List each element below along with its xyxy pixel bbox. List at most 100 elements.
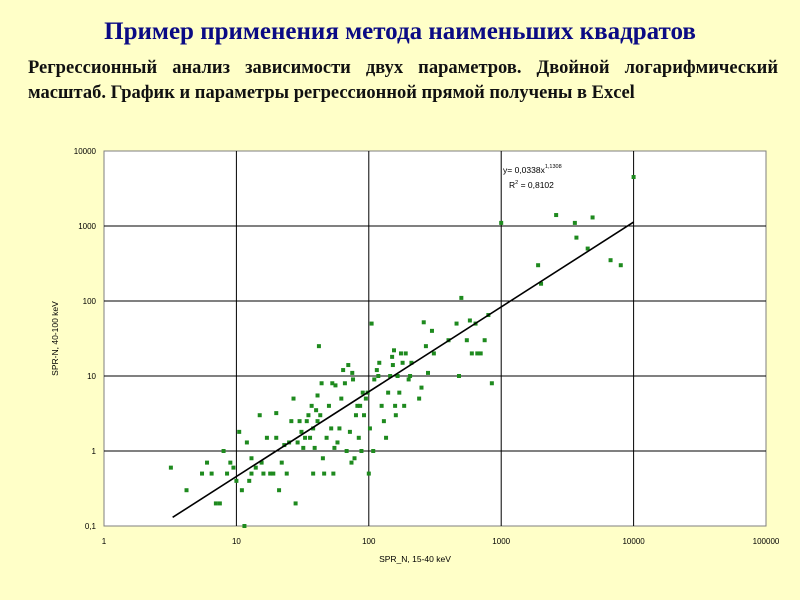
data-point: [459, 295, 464, 300]
data-point: [376, 374, 381, 378]
data-point: [482, 338, 487, 343]
data-point: [454, 321, 459, 326]
data-point: [374, 368, 379, 373]
data-point: [341, 368, 346, 373]
data-point: [398, 351, 403, 356]
data-point: [239, 488, 244, 493]
data-point: [295, 440, 300, 445]
data-point: [402, 403, 407, 408]
y-tick-labels: 0,1 1 10 100 1000 10000: [74, 147, 97, 531]
data-point: [456, 374, 461, 378]
data-point: [264, 435, 269, 440]
data-point: [320, 456, 325, 461]
data-point: [284, 471, 289, 476]
data-point: [367, 426, 372, 431]
data-point: [333, 383, 338, 388]
x-tick-label: 1000: [492, 537, 510, 546]
data-point: [297, 419, 302, 424]
data-point: [213, 501, 218, 506]
data-point: [318, 413, 323, 418]
data-point: [184, 488, 189, 493]
data-point: [315, 393, 320, 398]
data-point: [371, 449, 376, 453]
data-point: [351, 377, 356, 382]
data-point: [289, 419, 294, 424]
data-point: [431, 351, 436, 356]
data-point: [331, 471, 336, 476]
data-point: [271, 471, 276, 476]
r2-exponent: 2: [515, 180, 518, 186]
data-point: [274, 411, 279, 416]
data-point: [221, 449, 226, 453]
data-point: [314, 408, 319, 413]
x-tick-label: 100: [362, 537, 376, 546]
data-point: [291, 396, 296, 401]
data-point: [409, 360, 414, 365]
data-point: [311, 471, 316, 476]
x-tick-label: 10000: [622, 537, 645, 546]
data-point: [388, 374, 393, 378]
data-point: [417, 396, 422, 401]
data-point: [293, 501, 298, 506]
data-point: [299, 429, 304, 434]
data-point: [344, 449, 349, 453]
data-point: [393, 413, 398, 418]
equation-exponent: 1,1308: [545, 164, 562, 170]
data-point: [209, 471, 214, 476]
data-point: [349, 460, 354, 465]
slide-title: Пример применения метода наименьших квад…: [104, 18, 696, 45]
data-point: [234, 478, 239, 483]
data-point: [369, 321, 374, 326]
data-point: [585, 246, 590, 251]
data-point: [257, 413, 262, 418]
data-point: [346, 363, 351, 368]
data-point: [259, 460, 264, 465]
data-point: [478, 351, 483, 356]
data-point: [242, 524, 247, 528]
data-point: [279, 460, 284, 465]
data-point: [362, 413, 367, 418]
data-point: [228, 460, 233, 465]
data-point: [244, 440, 249, 445]
data-point: [329, 426, 334, 431]
y-axis-title: SPR-N, 40-100 keV: [50, 301, 60, 376]
data-point: [324, 435, 329, 440]
data-point: [464, 338, 469, 343]
data-point: [231, 465, 236, 470]
data-point: [253, 465, 258, 470]
data-point: [408, 374, 413, 378]
grid-lines: [104, 151, 766, 526]
data-point: [618, 263, 623, 268]
data-point: [554, 213, 559, 218]
data-point: [356, 435, 361, 440]
data-point: [249, 456, 254, 461]
data-point: [574, 235, 579, 240]
data-point: [347, 429, 352, 434]
data-point: [360, 390, 365, 395]
data-point: [274, 435, 279, 440]
y-tick-label: 100: [83, 297, 97, 306]
data-point: [467, 318, 472, 323]
data-point: [168, 465, 173, 470]
equation-main: y= 0,0338x: [503, 165, 546, 175]
x-tick-label: 100000: [753, 537, 780, 546]
data-point: [200, 471, 205, 476]
y-tick-label: 10: [87, 372, 96, 381]
data-point: [342, 381, 347, 386]
plot-background: [103, 150, 767, 527]
data-point: [419, 385, 424, 390]
y-tick-label: 1: [92, 447, 97, 456]
data-point: [304, 419, 309, 424]
data-point: [499, 220, 504, 225]
data-point: [590, 215, 595, 220]
trendline-equation: y= 0,0338x1,1308: [503, 164, 562, 175]
trendline-layer: [172, 221, 635, 519]
data-point: [384, 435, 389, 440]
data-point: [403, 351, 408, 356]
data-point: [390, 354, 395, 359]
data-point: [386, 390, 391, 395]
data-point: [316, 344, 321, 349]
data-point: [261, 471, 266, 476]
r-squared-label: R2 = 0,8102: [509, 180, 554, 190]
data-point: [536, 263, 541, 268]
